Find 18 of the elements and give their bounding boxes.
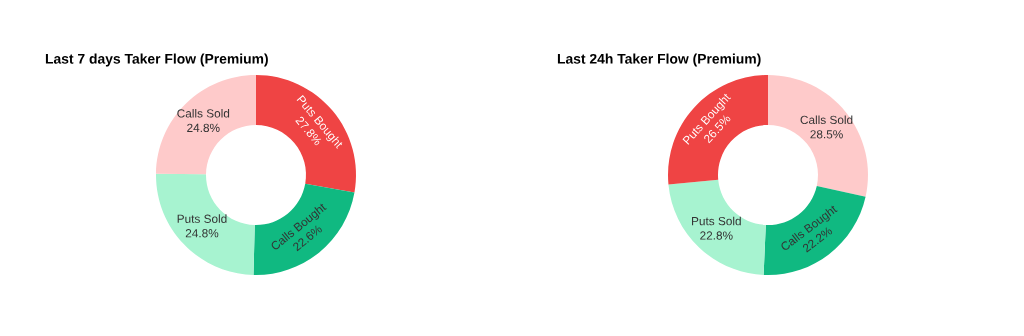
slice-label: Calls Sold <box>177 108 230 118</box>
donut-slice <box>668 75 768 185</box>
slice-label: Calls Sold <box>800 115 853 125</box>
slice-label: Puts Sold <box>177 214 227 223</box>
data-label: 22.8% <box>700 231 733 240</box>
data-label: 24.8% <box>187 123 220 133</box>
data-label: 28.5% <box>810 130 843 139</box>
chart-title: Last 24h Taker Flow (Premium) <box>557 53 761 67</box>
donut-slice <box>156 75 256 175</box>
chart-title: Last 7 days Taker Flow (Premium) <box>45 53 268 67</box>
donut-slice <box>256 75 356 193</box>
donut-slice <box>768 75 868 197</box>
slice-label: Puts Sold <box>692 216 741 226</box>
donut-slice <box>763 185 866 275</box>
data-label: 24.8% <box>185 229 219 238</box>
donut-slice <box>668 179 766 275</box>
donut-slice <box>253 183 355 275</box>
donut-slice <box>156 173 255 275</box>
